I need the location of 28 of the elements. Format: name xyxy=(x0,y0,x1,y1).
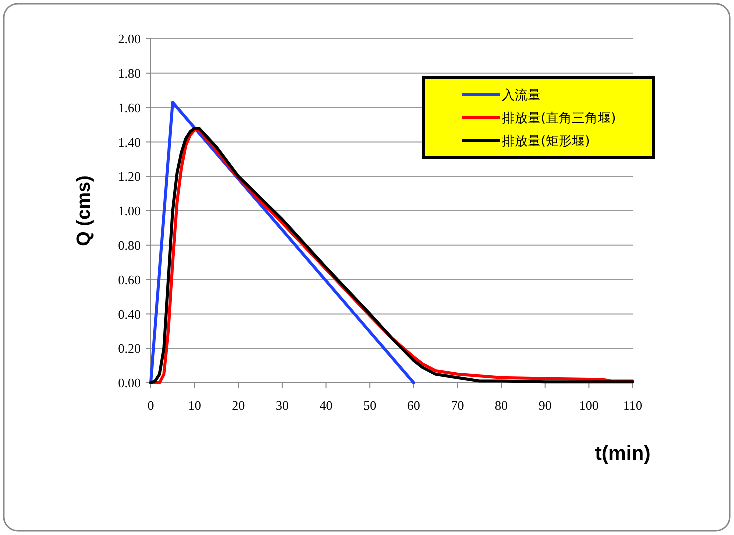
y-tick-label: 0.40 xyxy=(118,306,141,322)
x-tick-label: 0 xyxy=(148,398,154,413)
x-tick-label: 110 xyxy=(623,398,643,413)
legend-label: 入流量 xyxy=(502,88,541,104)
x-tick-label: 50 xyxy=(364,398,377,413)
y-tick-label: 1.20 xyxy=(118,169,141,184)
x-tick-label: 60 xyxy=(407,398,420,413)
y-tick-label: 0.80 xyxy=(118,238,141,253)
legend-label: 排放量(直角三角堰) xyxy=(502,112,616,127)
x-tick-label: 80 xyxy=(495,398,508,413)
y-tick-label: 0.60 xyxy=(118,272,141,288)
legend-label: 排放量(矩形堰) xyxy=(502,134,590,150)
y-tick-label: 0.20 xyxy=(118,341,141,356)
x-tick-label: 40 xyxy=(320,398,333,413)
y-tick-label: 0.00 xyxy=(118,376,141,391)
y-tick-label: 1.40 xyxy=(118,134,141,150)
x-tick-label: 20 xyxy=(232,398,246,413)
y-tick-label: 1.80 xyxy=(118,66,141,81)
x-tick-label: 90 xyxy=(538,398,552,413)
y-axis-title: Q (cms) xyxy=(74,176,95,246)
x-tick-label: 10 xyxy=(188,398,202,413)
x-tick-label: 30 xyxy=(276,398,289,413)
y-tick-label: 1.60 xyxy=(118,100,141,116)
x-tick-label: 100 xyxy=(579,398,599,413)
y-tick-label: 2.00 xyxy=(118,32,141,47)
y-tick-label: 1.00 xyxy=(118,204,141,219)
x-tick-label: 70 xyxy=(451,398,464,413)
x-axis-title: t(min) xyxy=(595,443,651,465)
